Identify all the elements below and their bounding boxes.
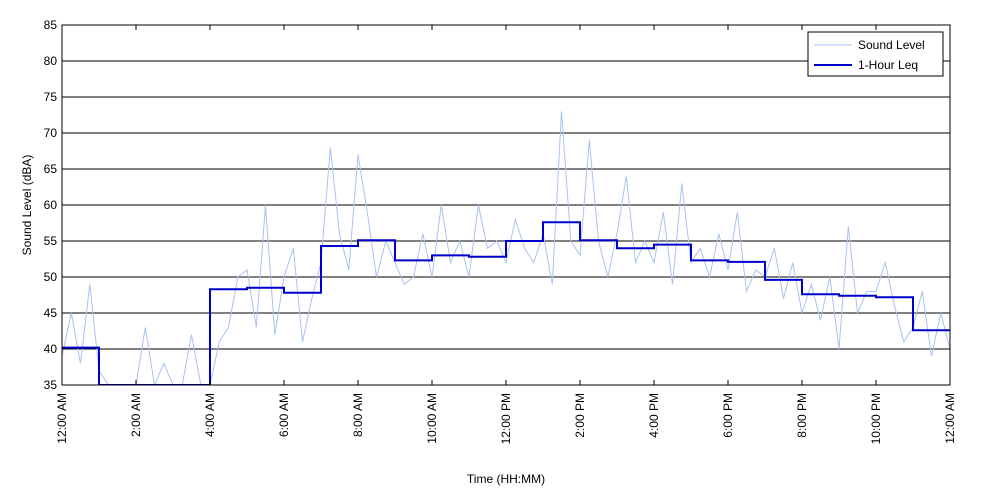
plot-series [62,111,950,385]
x-tick-label: 6:00 AM [277,393,291,437]
y-tick-label: 85 [44,18,58,32]
y-tick-label: 55 [44,234,58,248]
x-tick-label: 12:00 AM [55,393,69,444]
y-tick-label: 70 [44,126,58,140]
x-tick-label: 4:00 PM [647,393,661,438]
legend: Sound Level 1-Hour Leq [807,31,944,77]
y-tick-label: 50 [44,270,58,284]
x-tick-label: 8:00 AM [351,393,365,437]
x-tick-label: 6:00 PM [721,393,735,438]
y-tick-label: 65 [44,162,58,176]
y-tick-label: 45 [44,306,58,320]
x-tick-label: 10:00 AM [425,393,439,444]
x-tick-label: 10:00 PM [869,393,883,444]
legend-label-1-hour-leq: 1-Hour Leq [858,58,918,72]
y-tick-label: 35 [44,378,58,392]
y-tick-label: 75 [44,90,58,104]
y-axis-label: Sound Level (dBA) [20,155,34,256]
legend-box [807,31,944,77]
legend-label-sound-level: Sound Level [858,38,925,52]
x-tick-label: 2:00 AM [129,393,143,437]
y-tick-label: 60 [44,198,58,212]
series-sound-level-line [62,111,950,385]
x-tick-label: 12:00 PM [499,393,513,444]
x-tick-label: 4:00 AM [203,393,217,437]
x-tick-label: 12:00 AM [943,393,957,444]
y-tick-label: 80 [44,54,58,68]
series-1-hour-leq-step [62,221,950,385]
y-axis: 35 40 45 50 55 60 65 70 75 80 85 [44,18,67,392]
x-axis-label: Time (HH:MM) [467,472,545,486]
x-tick-label: 2:00 PM [573,393,587,438]
x-axis: 12:00 AM 2:00 AM 4:00 AM 6:00 AM 8:00 AM 10:0… [55,25,957,444]
x-tick-label: 8:00 PM [795,393,809,438]
y-tick-label: 40 [44,342,58,356]
